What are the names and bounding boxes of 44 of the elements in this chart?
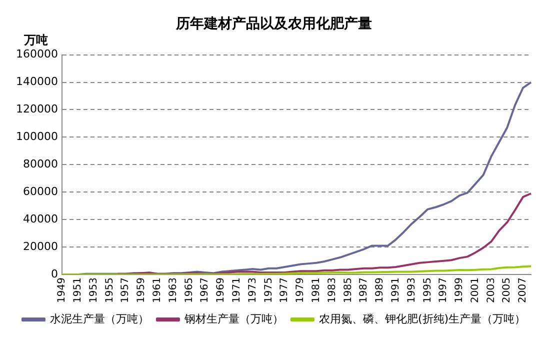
- x-tick-label: 1959: [136, 278, 148, 304]
- x-tick-label: 1973: [247, 278, 258, 304]
- x-tick-label: 1977: [279, 278, 290, 304]
- legend-label: 农用氮、磷、钾化肥(折纯)生产量（万吨）: [318, 312, 526, 326]
- x-tick-label: 1985: [342, 278, 354, 304]
- x-tick-label: 1957: [120, 278, 132, 304]
- y-axis-title: 万吨: [23, 32, 48, 47]
- legend-label: 钢材生产量（万吨）: [183, 312, 284, 326]
- legend-label: 水泥生产量（万吨）: [50, 312, 149, 326]
- x-tick-label: 1949: [56, 278, 68, 304]
- y-tick-label: 100000: [16, 130, 58, 144]
- x-tick-label: 1955: [104, 278, 116, 304]
- x-tick-label: 1991: [390, 278, 402, 304]
- x-tick-label: 1981: [310, 278, 322, 304]
- x-tick-label: 2003: [486, 278, 497, 304]
- chart-title: 历年建材产品以及农用化肥产量: [175, 15, 372, 32]
- x-tick-label: 1997: [438, 278, 450, 304]
- y-tick-label: 20000: [22, 240, 58, 253]
- x-tick-label: 1951: [72, 278, 84, 304]
- x-tick-label: 2005: [502, 278, 513, 304]
- y-tick-label: 140000: [16, 75, 58, 88]
- x-tick-label: 1969: [216, 278, 227, 304]
- x-tick-label: 1967: [200, 278, 211, 304]
- x-tick-label: 2007: [518, 278, 529, 304]
- x-tick-label: 1971: [231, 278, 242, 304]
- x-tick-label: 1989: [374, 278, 386, 304]
- y-tick-label: 40000: [22, 212, 58, 226]
- x-tick-label: 1995: [422, 278, 434, 304]
- x-tick-label: 1975: [263, 278, 274, 304]
- x-tick-label: 1999: [454, 278, 466, 304]
- y-tick-label: 60000: [22, 185, 58, 198]
- y-tick-label: 80000: [22, 158, 58, 171]
- x-tick-label: 1993: [406, 278, 418, 304]
- x-tick-label: 1965: [184, 278, 195, 304]
- x-tick-label: 1953: [88, 278, 100, 304]
- x-tick-label: 2001: [470, 278, 481, 304]
- x-tick-label: 1963: [168, 278, 179, 304]
- x-tick-label: 1987: [358, 278, 370, 304]
- y-tick-label: 120000: [16, 102, 58, 116]
- x-tick-label: 1983: [326, 278, 338, 304]
- x-tick-label: 1961: [152, 278, 163, 304]
- y-tick-label: 160000: [16, 48, 58, 61]
- y-tick-label: 0: [50, 267, 58, 280]
- x-tick-label: 1979: [295, 278, 306, 304]
